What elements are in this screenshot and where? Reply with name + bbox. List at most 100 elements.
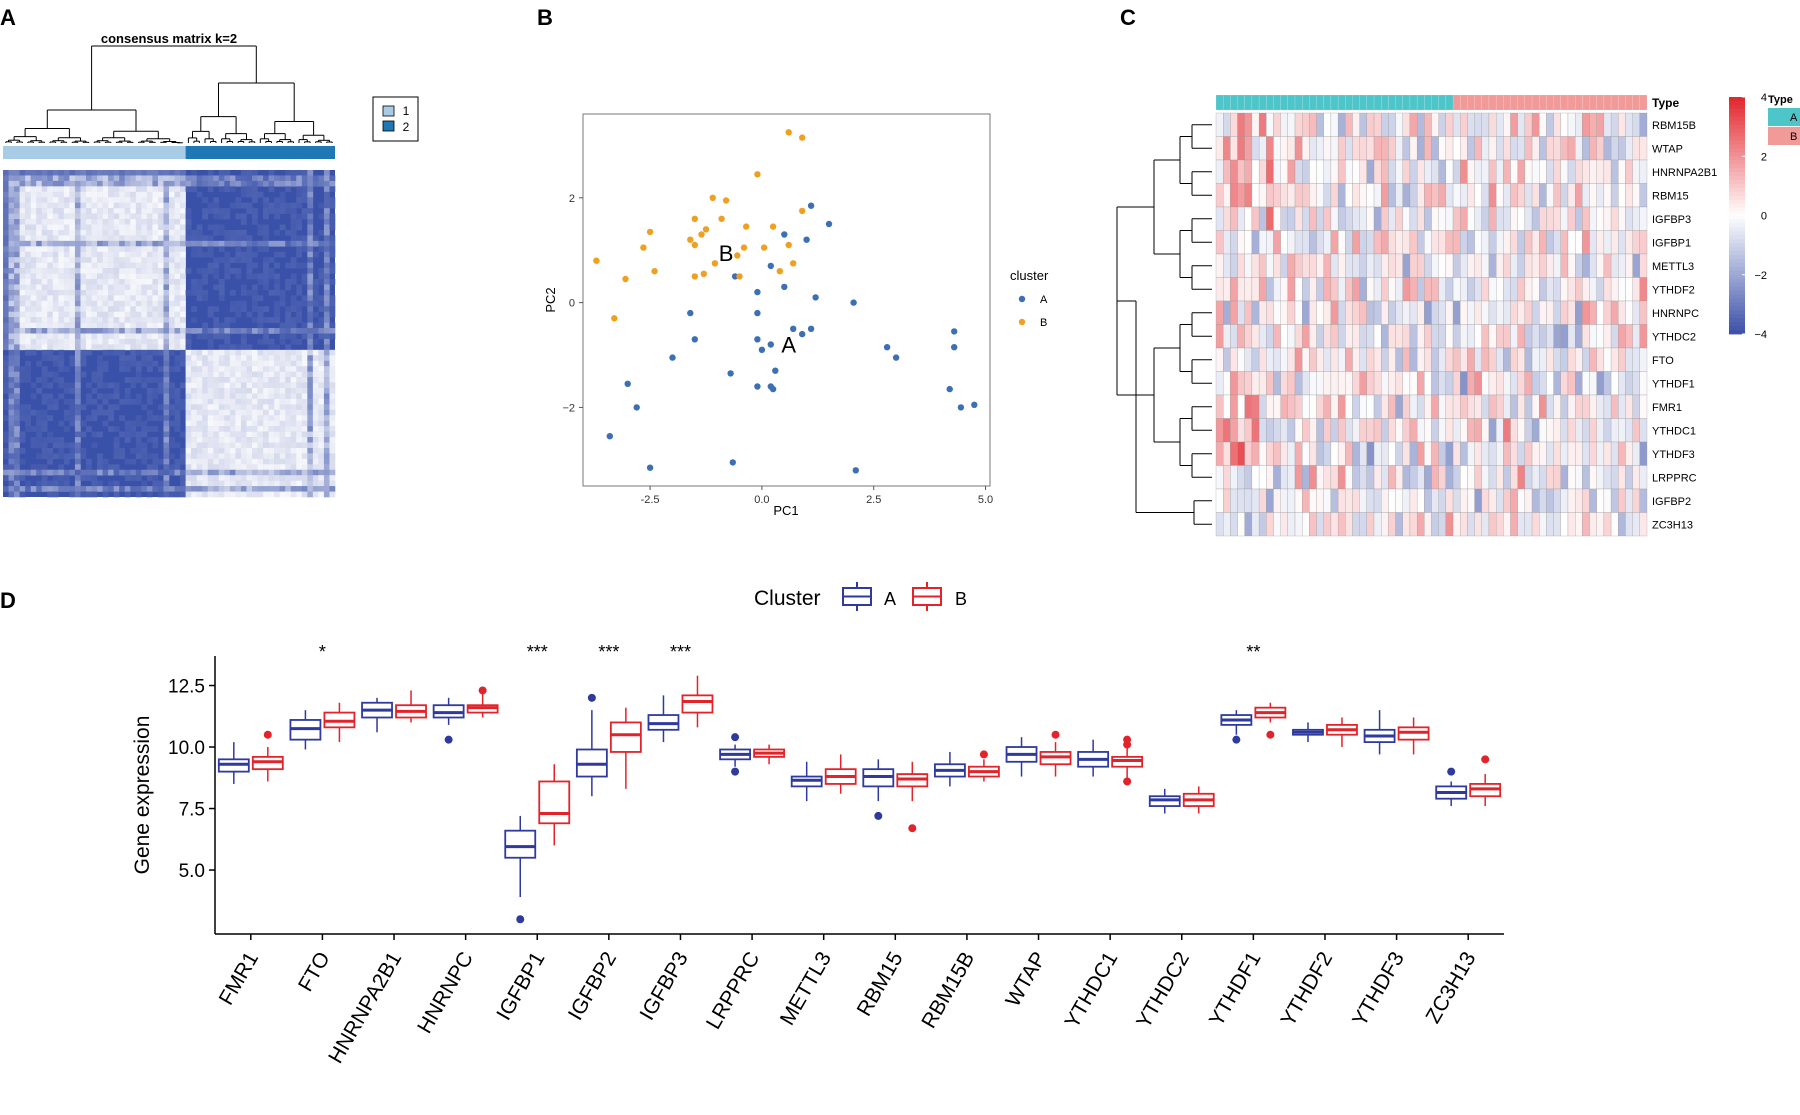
consensus-cell — [130, 360, 137, 367]
heatmap-cell — [1589, 418, 1597, 443]
heatmap-cell — [1474, 324, 1482, 349]
consensus-cell — [285, 317, 292, 323]
boxplot-y-tick-label: 10.0 — [168, 738, 205, 759]
consensus-cell — [196, 246, 203, 253]
consensus-cell — [86, 268, 92, 274]
consensus-cell — [108, 180, 114, 187]
consensus-cell — [36, 437, 43, 443]
heatmap-cell — [1337, 206, 1346, 231]
consensus-cell — [279, 388, 286, 394]
colorbar-segment — [1729, 176, 1745, 181]
consensus-cell — [285, 344, 292, 351]
consensus-cell — [285, 170, 292, 176]
consensus-cell — [191, 442, 197, 449]
heatmap-cell — [1373, 418, 1382, 443]
consensus-cell — [207, 344, 214, 351]
consensus-cell — [113, 382, 120, 389]
heatmap-type-cell — [1266, 94, 1274, 111]
consensus-cell — [41, 338, 48, 345]
consensus-cell — [19, 469, 26, 476]
consensus-cell — [301, 240, 308, 247]
heatmap-cell — [1409, 206, 1418, 231]
consensus-cell — [229, 398, 236, 405]
consensus-cell — [74, 295, 81, 302]
consensus-cell — [130, 279, 137, 285]
consensus-cell — [74, 208, 81, 214]
consensus-cell — [58, 284, 65, 291]
consensus-cell — [41, 306, 48, 312]
consensus-cell — [8, 202, 15, 209]
consensus-cell — [14, 393, 20, 400]
consensus-cell — [185, 186, 192, 193]
consensus-cell — [218, 453, 225, 460]
consensus-cell — [52, 240, 59, 247]
pca-point-a — [790, 325, 797, 332]
heatmap-cell — [1481, 183, 1490, 208]
consensus-cell — [229, 426, 236, 432]
consensus-cell — [229, 186, 236, 193]
heatmap-cell — [1488, 206, 1497, 231]
consensus-cell — [30, 464, 37, 471]
consensus-cell — [152, 458, 159, 465]
heatmap-cell — [1302, 230, 1310, 255]
pca-point-a — [687, 309, 694, 317]
consensus-cell — [268, 409, 275, 416]
heatmap-cell — [1409, 183, 1418, 208]
consensus-cell — [323, 197, 330, 203]
consensus-cell — [152, 322, 159, 329]
consensus-cell — [146, 437, 153, 443]
consensus-cell — [80, 322, 87, 329]
consensus-cell — [163, 431, 170, 438]
consensus-cell — [108, 480, 114, 487]
heatmap-cell — [1467, 488, 1475, 513]
consensus-cell — [240, 338, 247, 345]
consensus-cell — [290, 349, 297, 356]
consensus-cell — [113, 388, 120, 394]
heatmap-cell — [1431, 230, 1439, 255]
heatmap-cell — [1258, 488, 1267, 513]
consensus-cell — [312, 235, 319, 242]
consensus-cell — [246, 360, 253, 367]
consensus-cell — [174, 284, 181, 291]
consensus-cell — [69, 289, 76, 296]
consensus-cell — [174, 333, 181, 340]
heatmap-cell — [1431, 488, 1439, 513]
heatmap-cell — [1359, 159, 1368, 184]
consensus-cell — [207, 224, 214, 231]
heatmap-cell — [1323, 394, 1332, 419]
heatmap-cell — [1316, 441, 1324, 466]
consensus-title: consensus matrix k=2 — [101, 31, 237, 46]
consensus-cell — [279, 360, 286, 367]
consensus-cell — [323, 328, 330, 334]
heatmap-cell — [1488, 512, 1497, 537]
consensus-cell — [102, 197, 109, 203]
pca-point-b — [698, 231, 705, 238]
consensus-cell — [257, 453, 264, 460]
consensus-cell — [323, 295, 330, 302]
consensus-cell — [174, 273, 181, 280]
consensus-cell — [157, 349, 164, 356]
consensus-cell — [25, 279, 31, 285]
consensus-cell — [86, 464, 92, 471]
consensus-cell — [252, 273, 258, 280]
consensus-cell — [301, 382, 308, 389]
consensus-cell — [296, 393, 303, 400]
consensus-cell — [218, 170, 225, 176]
consensus-cell — [124, 322, 131, 329]
consensus-cell — [329, 328, 336, 334]
heatmap-cell — [1431, 277, 1439, 302]
consensus-cell — [108, 175, 114, 182]
consensus-cell — [318, 317, 325, 323]
consensus-cell — [130, 447, 137, 454]
consensus-cell — [130, 469, 137, 476]
consensus-cell — [285, 202, 292, 209]
consensus-cell — [58, 197, 65, 203]
pca-point-a — [812, 294, 819, 301]
consensus-cell — [191, 409, 197, 416]
consensus-cell — [218, 469, 225, 476]
consensus-cell — [329, 246, 336, 253]
heatmap-cell — [1294, 159, 1303, 184]
consensus-cell — [135, 328, 142, 334]
heatmap-cell — [1488, 159, 1497, 184]
consensus-cell — [80, 262, 87, 269]
